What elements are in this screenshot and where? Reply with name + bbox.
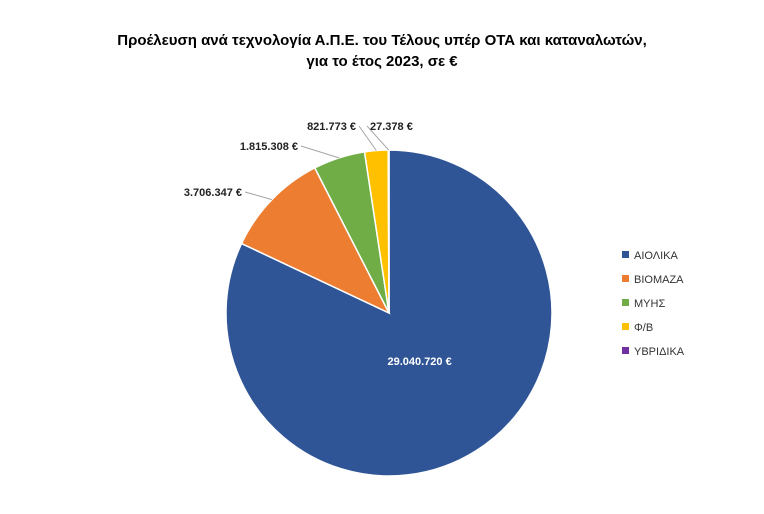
leader-line-4 bbox=[358, 125, 377, 151]
legend-swatch-3 bbox=[622, 299, 629, 306]
legend-swatch-1 bbox=[622, 251, 629, 258]
legend: ΑΙΟΛΙΚΑ ΒΙΟΜΑΖΑ ΜΥΗΣ Φ/Β ΥΒΡΙΔΙΚΑ bbox=[622, 250, 685, 358]
data-label-5: 27.378 € bbox=[370, 121, 413, 133]
chart-title-line1: Προέλευση ανά τεχνολογία Α.Π.Ε. του Τέλο… bbox=[117, 32, 647, 49]
legend-label-2: ΒΙΟΜΑΖΑ bbox=[634, 274, 684, 286]
pie-slice-5 bbox=[387, 149, 390, 314]
chart-title-line2: για το έτος 2023, σε € bbox=[306, 53, 458, 70]
legend-label-1: ΑΙΟΛΙΚΑ bbox=[634, 250, 678, 262]
leader-lines bbox=[244, 125, 389, 201]
legend-swatch-2 bbox=[622, 275, 629, 282]
data-labels: 29.040.720 € 3.706.347 € 1.815.308 € 821.77… bbox=[184, 121, 452, 368]
pie-slice-2 bbox=[240, 166, 391, 315]
leader-line-5 bbox=[366, 125, 389, 151]
legend-swatch-5 bbox=[622, 347, 629, 354]
legend-label-5: ΥΒΡΙΔΙΚΑ bbox=[634, 346, 685, 358]
legend-label-3: ΜΥΗΣ bbox=[634, 298, 665, 310]
data-label-2: 3.706.347 € bbox=[184, 187, 242, 199]
data-label-4: 821.773 € bbox=[307, 121, 356, 133]
pie-slices bbox=[225, 149, 553, 477]
data-label-1: 29.040.720 € bbox=[387, 356, 451, 368]
chart-title: Προέλευση ανά τεχνολογία Α.Π.Ε. του Τέλο… bbox=[0, 30, 764, 72]
leader-line-2 bbox=[244, 191, 273, 201]
leader-line-3 bbox=[300, 145, 340, 159]
legend-label-4: Φ/Β bbox=[634, 322, 653, 334]
data-label-3: 1.815.308 € bbox=[240, 141, 298, 153]
legend-swatch-4 bbox=[622, 323, 629, 330]
